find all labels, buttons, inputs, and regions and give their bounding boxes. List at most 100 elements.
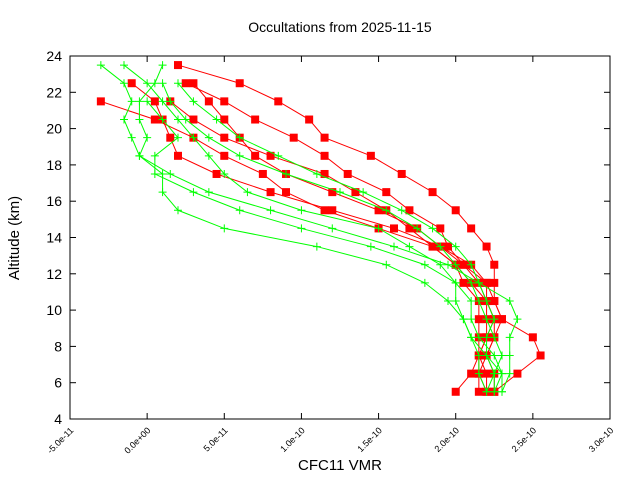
data-point (351, 188, 360, 197)
data-point (174, 115, 182, 124)
data-point (428, 224, 437, 233)
data-point (220, 97, 229, 106)
data-point (482, 278, 491, 287)
data-point (235, 206, 244, 215)
data-point (320, 206, 329, 215)
series-layer (96, 61, 545, 396)
data-point (490, 315, 499, 324)
y-tick-label: 4 (54, 411, 62, 427)
data-point (305, 115, 314, 124)
data-point (474, 387, 483, 396)
data-point (474, 278, 483, 287)
data-point (505, 333, 514, 342)
data-point (498, 351, 506, 360)
data-point (189, 188, 198, 197)
data-point (120, 61, 128, 70)
data-point (482, 315, 491, 324)
data-point (482, 387, 491, 396)
data-point (467, 369, 476, 378)
data-point (490, 278, 499, 287)
data-point (243, 188, 252, 197)
data-point (505, 351, 514, 360)
data-point (282, 169, 290, 178)
series-10 (143, 97, 506, 396)
data-point (444, 260, 452, 269)
data-point (212, 169, 221, 178)
data-point (343, 169, 352, 178)
plot-border (69, 55, 611, 420)
data-point (312, 242, 321, 251)
data-point (474, 351, 483, 360)
data-point (158, 188, 167, 197)
data-point (328, 188, 337, 197)
data-point (474, 315, 483, 324)
data-point (397, 169, 406, 178)
data-point (374, 224, 383, 233)
data-point (235, 151, 244, 160)
data-point (436, 224, 445, 233)
data-point (120, 79, 128, 88)
data-point (235, 79, 244, 88)
data-point (204, 97, 213, 106)
data-point (143, 97, 152, 106)
data-point (390, 242, 398, 251)
data-point (320, 133, 329, 142)
data-point (282, 188, 290, 197)
data-point (474, 333, 483, 342)
data-point (320, 169, 329, 178)
data-point (374, 206, 383, 215)
data-point (204, 133, 213, 142)
series-0 (174, 61, 545, 396)
data-point (359, 188, 368, 197)
data-point (150, 151, 159, 160)
data-point (451, 242, 460, 251)
data-point (220, 169, 229, 178)
y-tick-label: 20 (46, 121, 62, 137)
data-point (150, 115, 159, 124)
series-3 (127, 79, 499, 396)
data-point (405, 224, 414, 233)
data-point (498, 387, 506, 396)
data-point (204, 151, 213, 160)
data-point (467, 333, 476, 342)
data-point (444, 297, 452, 306)
data-point (459, 278, 468, 287)
data-point (158, 115, 167, 124)
y-tick-label: 14 (46, 230, 62, 246)
data-point (181, 115, 190, 124)
data-point (451, 206, 460, 215)
x-tick-label: 5.0e-11 (202, 425, 230, 453)
data-point (127, 79, 136, 88)
series-9 (158, 79, 506, 396)
data-point (150, 79, 159, 88)
data-point (490, 351, 499, 360)
data-point (451, 297, 460, 306)
data-point (451, 278, 460, 287)
y-tick-label: 12 (46, 266, 62, 282)
data-point (382, 188, 391, 197)
data-point (174, 206, 182, 215)
data-point (413, 224, 422, 233)
y-tick-label: 8 (54, 338, 62, 354)
data-point (96, 61, 105, 70)
data-point (189, 133, 198, 142)
data-point (420, 260, 429, 269)
data-point (166, 133, 175, 142)
data-point (490, 333, 499, 342)
data-point (451, 260, 460, 269)
series-line (100, 100, 480, 393)
data-point (490, 369, 499, 378)
data-point (474, 297, 483, 306)
data-point (498, 369, 506, 378)
data-point (328, 224, 337, 233)
data-point (135, 115, 144, 124)
data-point (189, 97, 198, 106)
data-point (251, 115, 260, 124)
data-point (382, 206, 391, 215)
data-point (143, 133, 152, 142)
x-tick-label: 1.5e-10 (355, 425, 384, 454)
data-point (174, 79, 182, 88)
data-point (536, 351, 545, 360)
series-line (193, 82, 503, 392)
